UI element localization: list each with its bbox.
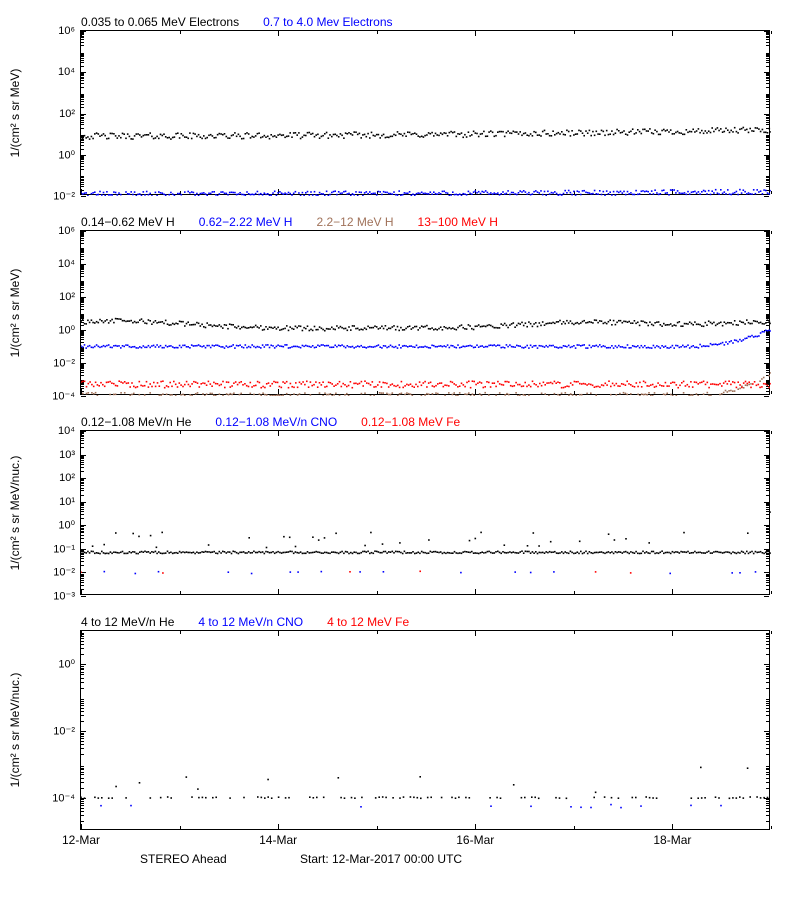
legend: 4 to 12 MeV/n He 4 to 12 MeV/n CNO 4 to 12… [81, 615, 409, 629]
panel-protons: 10⁻⁴10⁻²10⁰10²10⁴10⁶0.14−0.62 MeV H0.62−… [80, 230, 770, 395]
legend-item: 2.2−12 MeV H [316, 215, 393, 229]
series-He-high-pts [115, 767, 748, 794]
legend-item: 13−100 MeV H [418, 215, 498, 229]
ytick-label: 10⁶ [58, 25, 75, 37]
ylabel: 1/(cm² s sr MeV) [8, 268, 24, 357]
ytick-label: 10⁻⁴ [52, 390, 75, 403]
ytick-label: 10⁴ [58, 258, 75, 270]
ytick-label: 10¹ [59, 496, 75, 508]
legend-item: 0.14−0.62 MeV H [81, 215, 175, 229]
ytick-label: 10³ [59, 449, 75, 461]
legend-item: 0.62−2.22 MeV H [199, 215, 293, 229]
series-H-0.62-2.22 [81, 330, 771, 349]
panel-ions-high: 10⁻⁴10⁻²10⁰12-Mar14-Mar16-Mar18-Mar4 to … [80, 630, 770, 830]
footer-center: Start: 12-Mar-2017 00:00 UTC [300, 852, 462, 866]
legend: 0.035 to 0.065 MeV Electrons 0.7 to 4.0 M… [81, 15, 393, 29]
ytick-label: 10² [59, 472, 75, 484]
series-layer [81, 31, 771, 196]
panel-ions-low: 10⁻³10⁻²10⁻¹10⁰10¹10²10³10⁴0.12−1.08 MeV… [80, 430, 770, 595]
ytick-label: 10⁻² [53, 190, 75, 203]
legend-item: 4 to 12 MeV/n CNO [198, 615, 303, 629]
series-CNO-high [100, 804, 722, 809]
ytick-label: 10⁻² [53, 566, 75, 579]
legend-item: 0.7 to 4.0 Mev Electrons [263, 15, 392, 29]
series-H-0.14-0.62 [81, 318, 771, 332]
series-He-low-baseline [81, 550, 771, 554]
series-Fe-low [81, 571, 631, 574]
legend-item: 4 to 12 MeV Fe [327, 615, 409, 629]
legend-item: 0.12−1.08 MeV Fe [361, 415, 460, 429]
ytick-label: 10² [59, 108, 75, 120]
ytick-label: 10⁻⁴ [52, 791, 75, 804]
legend: 0.14−0.62 MeV H 0.62−2.22 MeV H 2.2−12 MeV… [81, 215, 498, 229]
series-H-13-100 [81, 380, 771, 388]
legend: 0.12−1.08 MeV/n He 0.12−1.08 MeV/n CNO 0.1… [81, 415, 460, 429]
ytick-label: 10⁰ [58, 519, 75, 532]
xtick-label: 16-Mar [456, 833, 494, 847]
series-layer [81, 631, 771, 831]
ytick-label: 10⁰ [58, 324, 75, 337]
ytick-label: 10⁻³ [53, 590, 75, 603]
xtick-label: 14-Mar [259, 833, 297, 847]
panel-electrons: 10⁻²10⁰10²10⁴10⁶0.035 to 0.065 MeV Elect… [80, 30, 770, 195]
xtick-label: 12-Mar [62, 833, 100, 847]
series-He-high-dash [81, 796, 768, 799]
ytick-label: 10² [59, 291, 75, 303]
ylabel: 1/(cm² s sr MeV/nuc.) [8, 455, 24, 570]
series-He-low-scatter [92, 511, 771, 548]
series-H-2.2-12 [82, 372, 771, 396]
ytick-label: 10⁰ [58, 658, 75, 671]
legend-item: 0.12−1.08 MeV/n CNO [215, 415, 337, 429]
series-CNO-low [104, 571, 757, 575]
series-layer [81, 231, 771, 396]
ytick-label: 10⁻² [53, 357, 75, 370]
xtick-label: 18-Mar [653, 833, 691, 847]
ytick-label: 10⁻² [53, 725, 75, 738]
series-electrons-high [81, 189, 771, 196]
ytick-label: 10⁰ [58, 148, 75, 161]
ytick-label: 10⁶ [58, 225, 75, 237]
legend-item: 0.035 to 0.065 MeV Electrons [81, 15, 239, 29]
ytick-label: 10⁴ [58, 66, 75, 78]
stereo-plot-page: 10⁻² 10⁰ 10² 10⁴ 10⁶ 0.035 to 0.065 MeV Elect… [0, 0, 800, 900]
legend-item: 4 to 12 MeV/n He [81, 615, 174, 629]
ytick-label: 10⁴ [58, 425, 75, 437]
series-electrons-low [81, 127, 771, 140]
legend-item: 0.12−1.08 MeV/n He [81, 415, 191, 429]
ylabel: 1/(cm² s sr MeV/nuc.) [8, 673, 24, 788]
footer-left: STEREO Ahead [140, 852, 227, 866]
ytick-label: 10⁻¹ [53, 542, 75, 555]
series-layer [81, 431, 771, 596]
ylabel: 1/(cm² s sr MeV) [8, 68, 24, 157]
